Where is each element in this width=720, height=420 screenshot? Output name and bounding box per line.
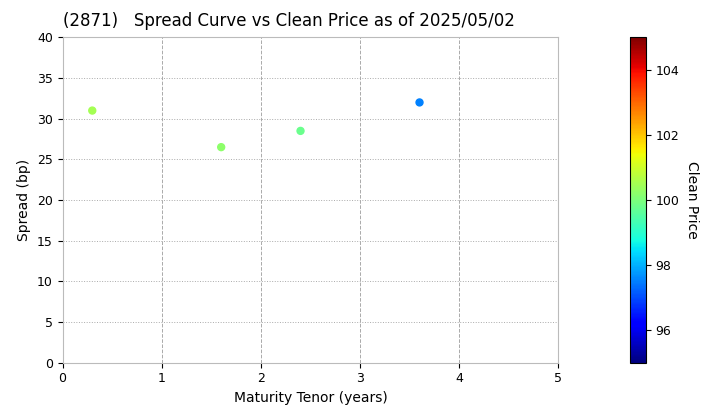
Point [86, 107, 98, 114]
Y-axis label: Clean Price: Clean Price [685, 161, 699, 239]
Text: (2871)   Spread Curve vs Clean Price as of 2025/05/02: (2871) Spread Curve vs Clean Price as of… [63, 12, 514, 30]
Point [215, 144, 227, 150]
Point [294, 128, 306, 134]
Y-axis label: Spread (bp): Spread (bp) [17, 159, 32, 241]
Point [414, 99, 426, 106]
X-axis label: Maturity Tenor (years): Maturity Tenor (years) [233, 391, 387, 405]
